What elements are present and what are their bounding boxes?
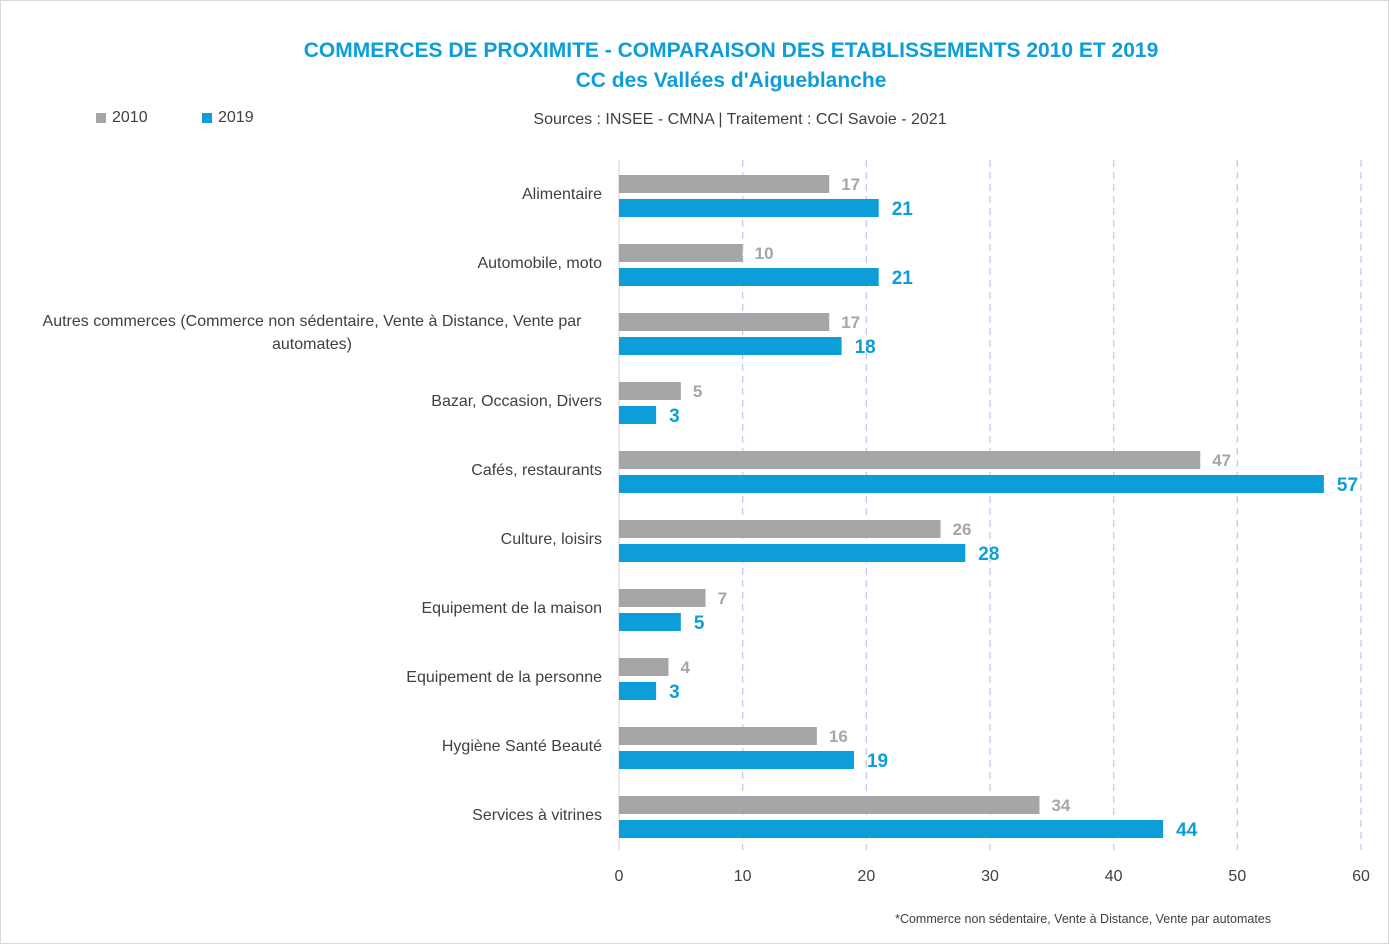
x-tick-label-10: 10	[734, 868, 752, 885]
x-tick-label-30: 30	[981, 868, 999, 885]
data-label-2019-1: 21	[892, 268, 914, 289]
category-label: Alimentaire	[521, 186, 602, 203]
data-label-2010-0: 17	[841, 175, 860, 194]
x-tick-label-20: 20	[857, 868, 875, 885]
x-tick-label-50: 50	[1228, 868, 1246, 885]
legend-item-2019: 2019	[202, 108, 254, 128]
legend-item-2010: 2010	[96, 108, 148, 128]
data-label-2010-6: 7	[718, 589, 727, 608]
x-tick-label-0: 0	[615, 868, 624, 885]
chart-source: Sources : INSEE - CMNA | Traitement : CC…	[533, 111, 947, 128]
data-label-2019-8: 19	[867, 751, 888, 772]
category-label: Services à vitrines	[472, 807, 602, 824]
data-label-2010-4: 47	[1212, 451, 1231, 470]
category-label: Culture, loisirs	[500, 531, 602, 548]
bar-2019-0	[619, 199, 879, 217]
bar-2010-2	[619, 313, 830, 331]
category-label: Equipement de la maison	[421, 600, 602, 617]
data-label-2010-8: 16	[829, 727, 848, 746]
bar-2010-1	[619, 244, 743, 262]
category-label: Equipement de la personne	[406, 669, 602, 686]
bar-2019-6	[619, 613, 681, 631]
data-label-2019-6: 5	[694, 613, 705, 634]
data-label-2010-3: 5	[693, 382, 702, 401]
legend-label-2010: 2010	[112, 109, 148, 126]
bar-2019-3	[619, 406, 657, 424]
data-label-2010-1: 10	[755, 244, 774, 263]
data-label-2019-0: 21	[892, 199, 914, 220]
data-label-2010-9: 34	[1051, 796, 1070, 815]
bar-2010-9	[619, 796, 1040, 814]
category-label: Hygiène Santé Beauté	[441, 738, 602, 755]
bar-2019-9	[619, 820, 1164, 838]
legend-label-2019: 2019	[218, 109, 254, 126]
category-label: Automobile, moto	[477, 255, 602, 272]
data-label-2019-3: 3	[669, 406, 680, 427]
category-label: Bazar, Occasion, Divers	[431, 393, 602, 410]
data-label-2010-2: 17	[841, 313, 860, 332]
category-label: Cafés, restaurants	[471, 462, 602, 479]
legend-swatch-2019	[202, 113, 212, 123]
bar-2010-6	[619, 589, 706, 607]
bar-2019-1	[619, 268, 879, 286]
bar-2019-4	[619, 475, 1324, 493]
bar-2019-5	[619, 544, 966, 562]
data-label-2010-7: 4	[680, 658, 690, 677]
bar-2019-8	[619, 751, 854, 769]
data-label-2010-5: 26	[953, 520, 972, 539]
bar-2019-2	[619, 337, 842, 355]
bar-2019-7	[619, 682, 657, 700]
bar-2010-0	[619, 175, 830, 193]
data-label-2019-7: 3	[669, 682, 680, 703]
bar-2010-3	[619, 382, 681, 400]
data-label-2019-9: 44	[1176, 820, 1198, 841]
data-label-2019-2: 18	[855, 337, 876, 358]
chart-title: COMMERCES DE PROXIMITE - COMPARAISON DES…	[303, 39, 1159, 62]
category-label: Autres commerces (Commerce non sédentair…	[42, 313, 582, 353]
chart-footnote: *Commerce non sédentaire, Vente à Distan…	[895, 912, 1271, 926]
bar-2010-8	[619, 727, 817, 745]
bar-2010-7	[619, 658, 669, 676]
bar-2010-5	[619, 520, 941, 538]
x-tick-label-60: 60	[1352, 868, 1370, 885]
x-tick-label-40: 40	[1105, 868, 1123, 885]
data-label-2019-5: 28	[978, 544, 999, 565]
chart-subtitle: CC des Vallées d'Aigueblanche	[575, 69, 887, 92]
legend-swatch-2010	[96, 113, 106, 123]
data-label-2019-4: 57	[1337, 475, 1358, 496]
bar-2010-4	[619, 451, 1201, 469]
